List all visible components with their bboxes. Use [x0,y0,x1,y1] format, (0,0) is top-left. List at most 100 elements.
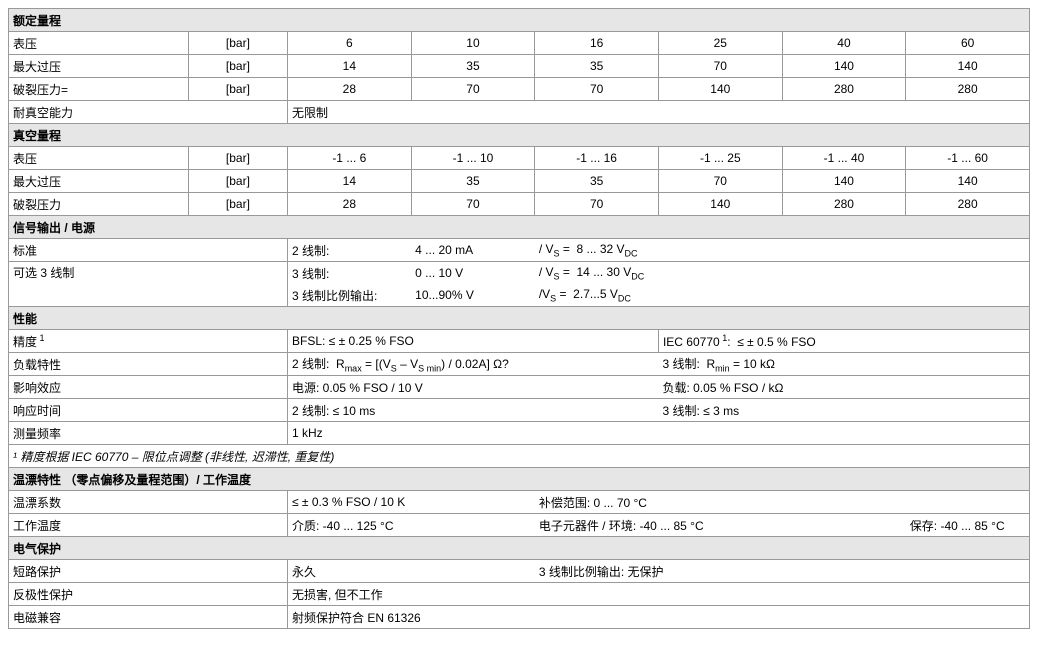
cell: -1 ... 16 [535,147,659,170]
cell: 280 [906,78,1030,101]
table-row: 负载特性 2 线制: Rmax = [(VS – VS min) / 0.02A… [9,353,1030,376]
cell: 3 线制比例输出: 无保护 [535,560,1030,583]
cell: 10 [411,32,535,55]
cell: 3 线制: Rmin = 10 kΩ [658,353,1029,376]
table-row: 标准 2 线制: 4 ... 20 mA / VS = 8 ... 32 VDC [9,239,1030,262]
table-row: 测量频率 1 kHz [9,422,1030,445]
row-label: 破裂压力= [9,78,189,101]
cell: 永久 [288,560,535,583]
cell: 70 [411,193,535,216]
row-unit: [bar] [188,55,287,78]
row-label: 最大过压 [9,55,189,78]
row-label: 影响效应 [9,376,288,399]
section-header-output: 信号输出 / 电源 [9,216,1030,239]
cell: 14 [288,170,412,193]
table-row: 响应时间 2 线制: ≤ 10 ms 3 线制: ≤ 3 ms [9,399,1030,422]
cell: 35 [411,170,535,193]
cell: 无限制 [288,101,1030,124]
cell: 35 [535,170,659,193]
cell: -1 ... 6 [288,147,412,170]
row-label: 响应时间 [9,399,288,422]
cell: 射频保护符合 EN 61326 [288,606,1030,629]
row-label: 可选 3 线制 [9,262,288,307]
cell: 28 [288,78,412,101]
cell: 无损害, 但不工作 [288,583,1030,606]
row-label: 电磁兼容 [9,606,288,629]
cell: 70 [411,78,535,101]
table-row: 表压 [bar] 6 10 16 25 40 60 [9,32,1030,55]
row-label: 表压 [9,147,189,170]
cell: 280 [906,193,1030,216]
cell: 140 [906,170,1030,193]
row-unit: [bar] [188,170,287,193]
table-row: 短路保护 永久 3 线制比例输出: 无保护 [9,560,1030,583]
cell: 40 [782,32,906,55]
cell: 0 ... 10 V [411,262,535,285]
cell: -1 ... 60 [906,147,1030,170]
section-header-nominal: 额定量程 [9,9,1030,32]
table-row: 影响效应 电源: 0.05 % FSO / 10 V 负载: 0.05 % FS… [9,376,1030,399]
cell: 70 [535,78,659,101]
row-label: 最大过压 [9,170,189,193]
cell: 35 [535,55,659,78]
cell: 140 [658,78,782,101]
cell: 4 ... 20 mA [411,239,535,262]
row-unit: [bar] [188,147,287,170]
row-label: 破裂压力 [9,193,189,216]
cell: 70 [658,55,782,78]
row-label: 短路保护 [9,560,288,583]
cell: 2 线制: [288,239,412,262]
cell: 保存: -40 ... 85 °C [906,514,1030,537]
row-label: 测量频率 [9,422,288,445]
cell: 280 [782,78,906,101]
cell: 140 [658,193,782,216]
table-row: 表压 [bar] -1 ... 6 -1 ... 10 -1 ... 16 -1… [9,147,1030,170]
cell: -1 ... 40 [782,147,906,170]
cell: 补偿范围: 0 ... 70 °C [535,491,1030,514]
section-header-temp: 温漂特性 （零点偏移及量程范围）/ 工作温度 [9,468,1030,491]
table-row: 温漂系数 ≤ ± 0.3 % FSO / 10 K 补偿范围: 0 ... 70… [9,491,1030,514]
cell: 28 [288,193,412,216]
row-label: 温漂系数 [9,491,288,514]
table-row: 破裂压力= [bar] 28 70 70 140 280 280 [9,78,1030,101]
cell: IEC 60770 1: ≤ ± 0.5 % FSO [658,330,1029,353]
cell: 25 [658,32,782,55]
spec-table: 额定量程 表压 [bar] 6 10 16 25 40 60 最大过压 [bar… [8,8,1030,629]
cell: 140 [906,55,1030,78]
section-header-performance: 性能 [9,307,1030,330]
table-row: 可选 3 线制 3 线制: 0 ... 10 V / VS = 14 ... 3… [9,262,1030,285]
table-row: 耐真空能力 无限制 [9,101,1030,124]
row-unit: [bar] [188,32,287,55]
row-label: 负载特性 [9,353,288,376]
cell: 70 [658,170,782,193]
cell: 10...90% V [411,284,535,307]
cell: 35 [411,55,535,78]
cell: 6 [288,32,412,55]
row-label: 工作温度 [9,514,288,537]
cell: 2 线制: Rmax = [(VS – VS min) / 0.02A] Ω? [288,353,659,376]
cell: 负载: 0.05 % FSO / kΩ [658,376,1029,399]
table-row: 破裂压力 [bar] 28 70 70 140 280 280 [9,193,1030,216]
cell: 3 线制: ≤ 3 ms [658,399,1029,422]
cell: ≤ ± 0.3 % FSO / 10 K [288,491,535,514]
cell: 140 [782,170,906,193]
table-row: 电磁兼容 射频保护符合 EN 61326 [9,606,1030,629]
cell: / VS = 8 ... 32 VDC [535,239,1030,262]
cell: 3 线制: [288,262,412,285]
cell: 140 [782,55,906,78]
cell: 电源: 0.05 % FSO / 10 V [288,376,659,399]
section-header-elec: 电气保护 [9,537,1030,560]
cell: 280 [782,193,906,216]
cell: 14 [288,55,412,78]
cell: BFSL: ≤ ± 0.25 % FSO [288,330,659,353]
table-row: 工作温度 介质: -40 ... 125 °C 电子元器件 / 环境: -40 … [9,514,1030,537]
cell: 3 线制比例输出: [288,284,412,307]
footnote: ¹ 精度根据 IEC 60770 – 限位点调整 (非线性, 迟滞性, 重复性) [9,445,1030,468]
cell: 16 [535,32,659,55]
cell: /VS = 2.7...5 VDC [535,284,1030,307]
cell: 2 线制: ≤ 10 ms [288,399,659,422]
table-row: 精度 1 BFSL: ≤ ± 0.25 % FSO IEC 60770 1: ≤… [9,330,1030,353]
table-row: ¹ 精度根据 IEC 60770 – 限位点调整 (非线性, 迟滞性, 重复性) [9,445,1030,468]
cell: -1 ... 10 [411,147,535,170]
cell: 1 kHz [288,422,1030,445]
